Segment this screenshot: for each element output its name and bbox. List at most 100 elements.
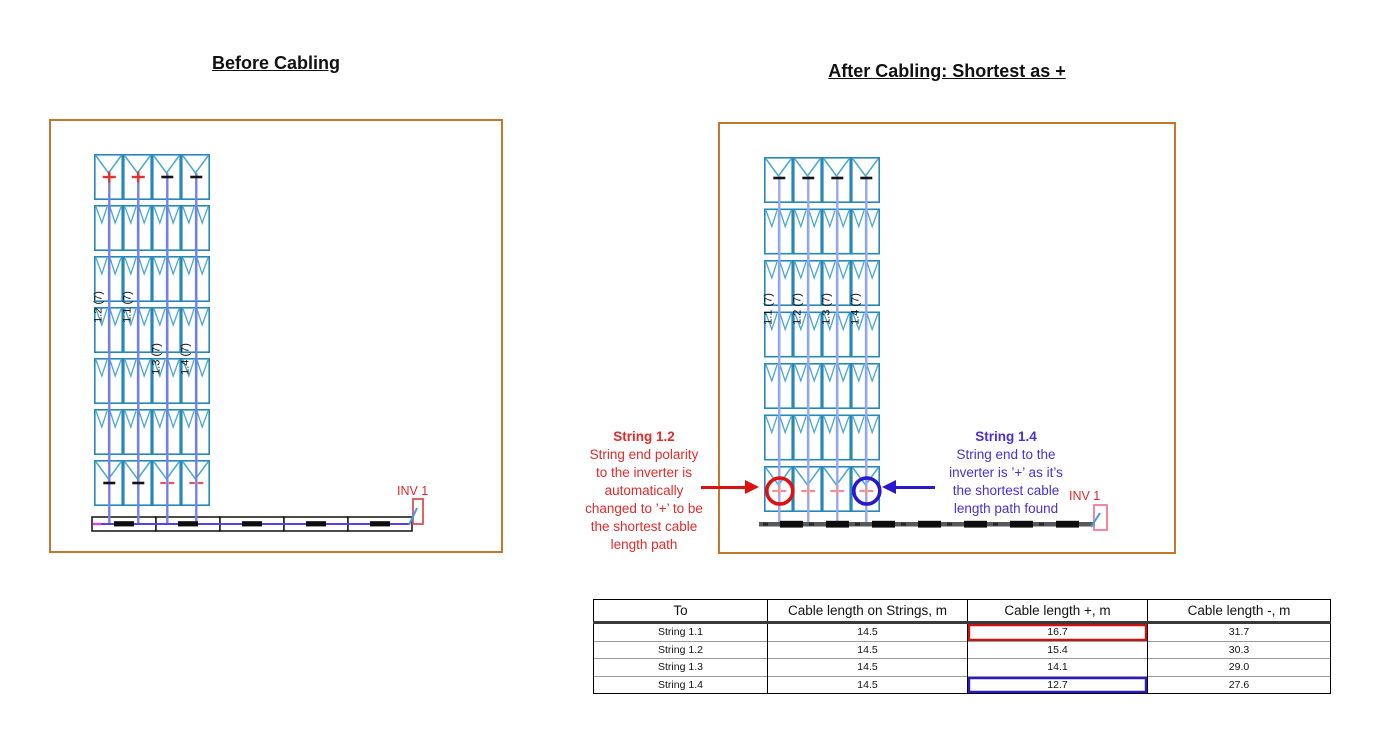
trench-tick [809,522,814,526]
module-chevron [837,313,850,332]
module-chevron [95,257,108,276]
module-chevron [779,364,792,383]
module-chevron [138,206,151,225]
table-cell: String 1.2 [593,640,768,659]
module-chevron [182,155,209,175]
module-chevron [837,364,850,383]
module-chevron [138,257,151,276]
module-chevron [808,261,821,280]
trench-tick [947,522,952,526]
module-chevron [779,261,792,280]
annotation-line: the shortest cable [952,483,1060,498]
table-header-cell: Cable length +, m [967,599,1148,624]
table-header-cell: Cable length on Strings, m [767,599,968,624]
module-chevron [765,158,792,178]
table-row: String 1.3 14.5 14.1 29.0 [593,658,1331,676]
table-cell: 14.5 [767,622,968,641]
module-chevron [794,416,807,435]
string-label: 1.1 (7) [121,291,133,323]
table-cell: 31.7 [1147,622,1331,641]
module-chevron [794,364,807,383]
table-header-row: To Cable length on Strings, m Cable length… [593,599,1331,624]
table-cell: 14.5 [767,640,968,659]
module-chevron [779,416,792,435]
module-chevron [124,155,151,175]
module-chevron [852,416,865,435]
table-header-cell: Cable length -, m [1147,599,1331,624]
annotation-body-blue: String end to the inverter is ’+’ as it’s… [925,446,1087,518]
inverter-label: INV 1 [397,484,428,498]
blue-arrow-line [895,486,935,489]
module-chevron [182,359,195,378]
string-label: 1.2 (7) [92,291,104,323]
trench-dash [872,520,895,528]
trench-dash [826,520,849,528]
module-chevron [167,257,180,276]
annotation-body-red: String end polarity to the inverter is aut… [568,446,720,554]
module-chevron [852,313,865,332]
inverter-label: INV 1 [1069,489,1100,503]
table-row: String 1.1 14.5 16.7 31.7 [593,622,1331,641]
module-chevron [866,210,879,229]
after-diagram-drawing: 1.1 (7) 1.2 (7) 1.3 (7) 1.4 (7) INV 1 [759,156,1108,531]
annotation-line: changed to ’+’ to be [585,501,703,516]
module-chevron [95,155,122,175]
string-label: 1.2 (7) [791,293,803,325]
module-chevron [109,308,122,327]
module-chevron [866,261,879,280]
table-row: String 1.4 14.5 12.7 27.6 [593,675,1331,694]
module-chevron [153,206,166,225]
table-cell: 29.0 [1147,658,1331,676]
module-chevron [95,359,108,378]
string-label: 1.3 (7) [820,293,832,325]
annotation-line: String end polarity [589,447,699,462]
module-chevron [182,410,195,429]
string-highlight-circle [852,476,882,506]
module-chevron [837,261,850,280]
string-1-2-annotation: String 1.2 String end polarity to the inv… [568,428,720,554]
table-header-cell: To [593,599,768,624]
table-cell: 30.3 [1147,640,1331,659]
blue-arrow-head-icon [882,480,896,494]
module-chevron [852,158,879,178]
module-chevron [138,359,151,378]
before-diagram-box: 1.2 (7) 1.1 (7) 1.3 (7) 1.4 (7) INV 1 [49,119,503,553]
string-highlight-circle [764,476,795,506]
trench-dash [178,521,198,527]
module-chevron [196,359,209,378]
trench-dash [306,521,326,527]
table-cell: 14.1 [967,658,1148,676]
module-chevron [153,359,166,378]
trench-dash [964,520,987,528]
trench-tick [901,522,906,526]
module-chevron [837,416,850,435]
module-chevron [852,210,865,229]
module-chevron [808,313,821,332]
module-chevron [794,210,807,229]
module-chevron [95,308,108,327]
inverter-feed-line [1090,512,1101,528]
inverter-box [1093,504,1108,531]
trench-dash [918,520,941,528]
annotation-line: String end to the [956,447,1056,462]
module-chevron [138,308,151,327]
trench-dash [780,520,803,528]
annotation-line: length path [610,537,678,552]
module-chevron [794,158,821,178]
table-cell: 15.4 [967,640,1148,659]
annotation-line: length path found [953,501,1059,516]
before-cabling-title: Before Cabling [211,53,340,73]
module-chevron [823,364,836,383]
inverter-feed-line [408,507,418,526]
string-label: 1.4 (7) [179,343,191,375]
module-chevron [779,313,792,332]
module-chevron [124,257,137,276]
module-chevron [167,206,180,225]
module-chevron [153,308,166,327]
string-label: 1.1 (7) [762,293,774,325]
cable-length-table: To Cable length on Strings, m Cable length… [593,599,1331,694]
module-chevron [124,359,137,378]
trench-dash [1010,520,1033,528]
annotation-line: the shortest cable [590,519,698,534]
